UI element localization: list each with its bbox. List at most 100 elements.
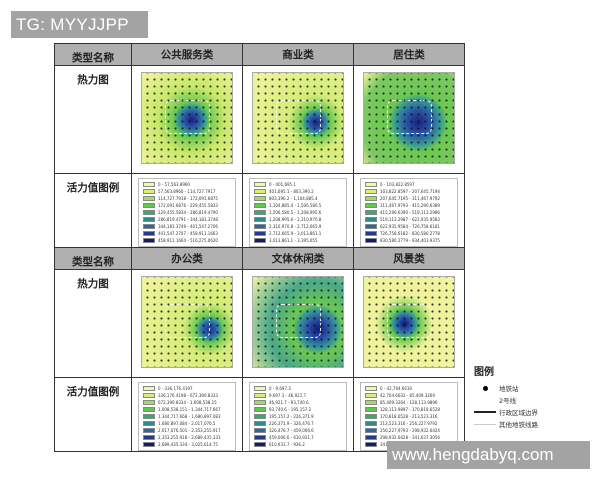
color-swatch-icon	[143, 217, 155, 222]
color-swatch-icon	[143, 210, 155, 215]
vitality-legend: 0 - 336,176.4197 336,176.4198 - 672,390.8…	[138, 382, 236, 451]
color-swatch-icon	[365, 182, 377, 187]
map-legend: 图例 地铁站 2号线 行政区域边界 其他地铁线路	[474, 363, 584, 430]
color-swatch-icon	[365, 210, 377, 215]
legend-item: 85,409.3264 - 128,113.9896	[365, 399, 453, 406]
heatmap-cell	[131, 269, 243, 378]
map-legend-item-line2: 2号线	[474, 394, 584, 406]
color-swatch-icon	[365, 224, 377, 229]
watermark-top: TG: MYYJJPP	[11, 11, 148, 38]
legend-item: 726,758.6182 - 830,580.2778	[365, 230, 453, 237]
color-swatch-icon	[365, 414, 377, 419]
legend-item: 103,822.8597 - 207,645.7194	[365, 188, 453, 195]
legend-item: 128,113.9897 - 170,818.6528	[365, 406, 453, 413]
legend-item: 326,476.7 - 459,006.6	[254, 427, 342, 434]
legend-item: 1,104,885.4 - 1,506,580.5	[254, 202, 342, 209]
legend-row: 活力值图例 0 - 57,563.8960 57,563.8960 - 114,72…	[54, 173, 465, 248]
vitality-legend-label: 活力值图例	[54, 377, 132, 452]
color-swatch-icon	[254, 231, 266, 236]
legend-item: 256,227.9793 - 298,932.6424	[365, 427, 453, 434]
map-legend-item-station: 地铁站	[474, 382, 584, 394]
other-metro-line-icon	[474, 418, 496, 430]
legend-cell: 0 - 336,176.4197 336,176.4198 - 672,390.8…	[131, 377, 243, 452]
heatmap-comparison-table: 类型名称 公共服务类 商业类 居住类 热力图 活力值图例 0 - 57,563.8960 57…	[54, 43, 465, 452]
color-swatch-icon	[143, 414, 155, 419]
color-swatch-icon	[143, 393, 155, 398]
color-swatch-icon	[365, 203, 377, 208]
legend-item: 311,467.9793 - 415,290.6389	[365, 202, 453, 209]
color-swatch-icon	[254, 238, 266, 243]
legend-item: 803,390.2 - 1,104,885.4	[254, 195, 342, 202]
legend-item: 458,911.1664 - 516,275.0620	[143, 237, 231, 244]
heatmap-row: 热力图	[54, 269, 465, 378]
color-swatch-icon	[143, 428, 155, 433]
color-swatch-icon	[254, 196, 266, 201]
color-swatch-icon	[143, 400, 155, 405]
color-swatch-icon	[365, 189, 377, 194]
color-swatch-icon	[365, 400, 377, 405]
vitality-legend: 0 - 103,822.8597 103,822.8597 - 207,645.7…	[360, 178, 458, 247]
color-swatch-icon	[143, 407, 155, 412]
heatmap-image	[252, 276, 344, 368]
legend-item: 0 - 103,822.8597	[365, 181, 453, 188]
metro-stations-overlay	[253, 73, 343, 163]
color-swatch-icon	[365, 435, 377, 440]
legend-item: 2,353,255.918 - 2,689,435.333	[143, 434, 231, 441]
heatmap-cell	[353, 65, 465, 174]
header-row: 类型名称 公共服务类 商业类 居住类	[54, 43, 465, 66]
heatmap-row: 热力图	[54, 65, 465, 174]
color-swatch-icon	[143, 231, 155, 236]
legend-item: 1,506,580.5 - 1,208,995.6	[254, 209, 342, 216]
color-swatch-icon	[143, 203, 155, 208]
legend-row: 活力值图例 0 - 336,176.4197 336,176.4198 - 672,…	[54, 377, 465, 452]
legend-item: 42,704.6632 - 85,409.3269	[365, 392, 453, 399]
category-header: 商业类	[242, 43, 354, 66]
color-swatch-icon	[365, 407, 377, 412]
color-swatch-icon	[254, 203, 266, 208]
metro-stations-overlay	[253, 277, 343, 367]
category-header: 风景类	[353, 247, 465, 270]
color-swatch-icon	[365, 238, 377, 243]
heatmap-image	[252, 72, 344, 164]
type-name-label: 类型名称	[54, 43, 132, 66]
legend-cell: 0 - 103,822.8597 103,822.8597 - 207,645.7…	[353, 173, 465, 248]
color-swatch-icon	[254, 224, 266, 229]
legend-item: 0 - 336,176.4197	[143, 385, 231, 392]
vitality-legend-label: 活力值图例	[54, 173, 132, 248]
metro-stations-overlay	[364, 277, 454, 367]
color-swatch-icon	[143, 238, 155, 243]
heatmap-cell	[242, 65, 354, 174]
type-name-label: 类型名称	[54, 247, 132, 270]
category-header: 办公类	[131, 247, 243, 270]
category-header: 文体休闲类	[242, 247, 354, 270]
legend-item: 672,390.8334 - 1,008,538.15	[143, 399, 231, 406]
legend-item: 286,819.4791 - 344,183.3748	[143, 216, 231, 223]
legend-item: 401,547.2707 - 458,911.1663	[143, 230, 231, 237]
metro-stations-overlay	[142, 277, 232, 367]
legend-cell: 0 - 401,695.1 401,695.1 - 803,390.2 803,39…	[242, 173, 354, 248]
legend-item: 213,523.316 - 256,227.9792	[365, 420, 453, 427]
metro-stations-overlay	[364, 73, 454, 163]
legend-item: 336,176.4198 - 672,390.8333	[143, 392, 231, 399]
color-swatch-icon	[254, 442, 266, 447]
heatmap-cell	[131, 65, 243, 174]
heatmap-image	[141, 72, 233, 164]
color-swatch-icon	[254, 421, 266, 426]
legend-item: 2,310,970.8 - 2,712,665.9	[254, 223, 342, 230]
heatmap-image	[363, 276, 455, 368]
color-swatch-icon	[365, 386, 377, 391]
vitality-legend: 0 - 9,697.3 9,697.3 - 46,921.7 46,921.7 - …	[249, 382, 347, 451]
color-swatch-icon	[254, 414, 266, 419]
color-swatch-icon	[365, 442, 377, 447]
legend-item: 3,013,861.1 - 3,395,055	[254, 237, 342, 244]
legend-item: 195,157.2 - 226,371.9	[254, 413, 342, 420]
vitality-legend: 0 - 57,563.8960 57,563.8960 - 114,727.791…	[138, 178, 236, 247]
legend-item: 415,290.6390 - 519,113.2986	[365, 209, 453, 216]
legend-item: 114,727.7918 - 172,091.6875	[143, 195, 231, 202]
legend-item: 830,580.2779 - 934,403.9375	[365, 237, 453, 244]
legend-item: 0 - 401,695.1	[254, 181, 342, 188]
color-swatch-icon	[365, 421, 377, 426]
color-swatch-icon	[143, 224, 155, 229]
boundary-line-icon	[474, 406, 496, 418]
color-swatch-icon	[143, 442, 155, 447]
